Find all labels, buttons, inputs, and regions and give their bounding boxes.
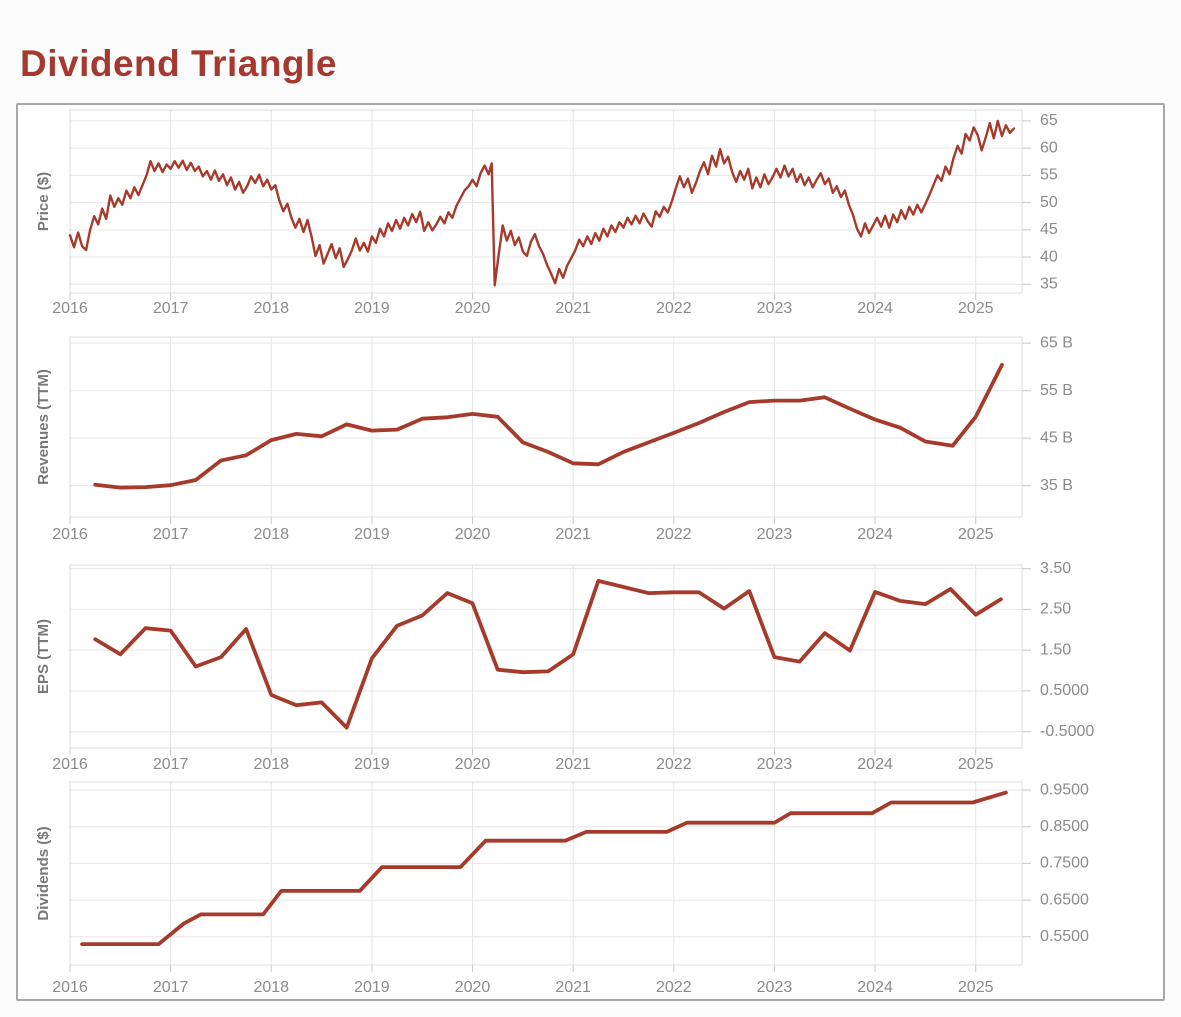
price-x-tick-label: 2016 <box>52 300 88 317</box>
dividends-y-tick-label: 0.5500 <box>1040 928 1089 945</box>
revenues-x-tick-label: 2019 <box>354 526 390 543</box>
price-ylabel: Price ($) <box>35 172 52 231</box>
revenues-x-tick-label: 2018 <box>253 526 289 543</box>
dividends-x-tick-label: 2018 <box>253 979 289 995</box>
price-y-tick-label: 60 <box>1040 139 1058 156</box>
revenues-line <box>93 363 1004 490</box>
price-plot-area[interactable] <box>70 110 1022 293</box>
price-x-tick-label: 2023 <box>757 300 793 317</box>
dividends-x-tick-label: 2023 <box>757 979 793 995</box>
price-y-tick-label: 45 <box>1040 221 1058 238</box>
eps-y-tick-label: 1.50 <box>1040 641 1071 658</box>
revenues-x-tick-label: 2021 <box>555 526 591 543</box>
price-x-tick-label: 2025 <box>958 300 994 317</box>
dividends-x-tick-label: 2025 <box>958 979 994 995</box>
dividends-y-tick-label: 0.7500 <box>1040 855 1089 872</box>
eps-x-tick-label: 2020 <box>455 756 491 773</box>
price-x-tick-label: 2024 <box>857 300 893 317</box>
revenues-y-tick-label: 35 B <box>1040 477 1073 494</box>
price-x-tick-label: 2020 <box>455 300 491 317</box>
dividends-x-tick-label: 2020 <box>455 979 491 995</box>
price-y-tick-label: 35 <box>1040 276 1058 293</box>
eps-x-tick-label: 2024 <box>857 756 893 773</box>
revenues-x-tick-label: 2016 <box>52 526 88 543</box>
revenues-x-tick-label: 2024 <box>857 526 893 543</box>
eps-y-tick-label: 2.50 <box>1040 601 1071 618</box>
revenues-x-tick-label: 2017 <box>153 526 189 543</box>
dividends-x-tick-label: 2017 <box>153 979 189 995</box>
dividends-x-tick-label: 2016 <box>52 979 88 995</box>
revenues-y-tick-label: 55 B <box>1040 382 1073 399</box>
price-x-tick-label: 2018 <box>253 300 289 317</box>
charts-canvas: 65 60 55 50 45 40 35 2016 2017 2018 2019 2020 2021 20… <box>35 109 1094 996</box>
eps-y-tick-label: -0.5000 <box>1040 723 1094 740</box>
eps-x-tick-label: 2022 <box>656 756 692 773</box>
eps-x-tick-label: 2019 <box>354 756 390 773</box>
revenues-plot-border <box>69 336 1023 518</box>
price-line <box>68 119 1016 287</box>
dividends-y-tick-label: 0.9500 <box>1040 781 1089 798</box>
revenues-y-tick-label: 65 B <box>1040 334 1073 351</box>
eps-plot-area[interactable] <box>70 565 1022 748</box>
price-y-tick-label: 40 <box>1040 248 1058 265</box>
price-y-tick-label: 50 <box>1040 194 1058 211</box>
revenues-plot-area[interactable] <box>70 337 1022 517</box>
price-y-tick-label: 65 <box>1040 112 1058 129</box>
dividends-x-tick-label: 2022 <box>656 979 692 995</box>
revenues-ylabel: Revenues (TTM) <box>35 369 52 485</box>
revenues-x-tick-label: 2025 <box>958 526 994 543</box>
eps-ylabel: EPS (TTM) <box>35 619 52 694</box>
eps-x-tick-label: 2021 <box>555 756 591 773</box>
dividends-y-tick-label: 0.6500 <box>1040 891 1089 908</box>
eps-plot-border <box>69 564 1023 749</box>
dividends-x-tick-label: 2021 <box>555 979 591 995</box>
eps-x-tick-label: 2016 <box>52 756 88 773</box>
price-x-tick-label: 2021 <box>555 300 591 317</box>
eps-line <box>93 578 1003 730</box>
dividend-triangle-chart-panel: 65 60 55 50 45 40 35 2016 2017 2018 2019 2020 2021 20… <box>16 103 1165 1001</box>
revenues-x-tick-label: 2022 <box>656 526 692 543</box>
eps-y-tick-label: 3.50 <box>1040 560 1071 577</box>
revenues-y-tick-label: 45 B <box>1040 429 1073 446</box>
dividends-y-tick-label: 0.8500 <box>1040 818 1089 835</box>
eps-x-tick-label: 2018 <box>253 756 289 773</box>
price-y-tick-label: 55 <box>1040 167 1058 184</box>
eps-x-tick-label: 2017 <box>153 756 189 773</box>
price-x-tick-label: 2019 <box>354 300 390 317</box>
dividends-x-tick-label: 2024 <box>857 979 893 995</box>
eps-y-tick-label: 0.5000 <box>1040 682 1089 699</box>
dividends-plot-border <box>69 781 1023 966</box>
price-x-tick-label: 2017 <box>153 300 189 317</box>
revenues-x-tick-label: 2020 <box>455 526 491 543</box>
dividends-x-tick-label: 2019 <box>354 979 390 995</box>
price-plot-border <box>69 109 1023 294</box>
dividends-line <box>80 790 1008 946</box>
dividends-ylabel: Dividends ($) <box>35 826 52 920</box>
price-x-tick-label: 2022 <box>656 300 692 317</box>
revenues-x-tick-label: 2023 <box>757 526 793 543</box>
page-title: Dividend Triangle <box>20 42 337 84</box>
eps-x-tick-label: 2025 <box>958 756 994 773</box>
eps-x-tick-label: 2023 <box>757 756 793 773</box>
